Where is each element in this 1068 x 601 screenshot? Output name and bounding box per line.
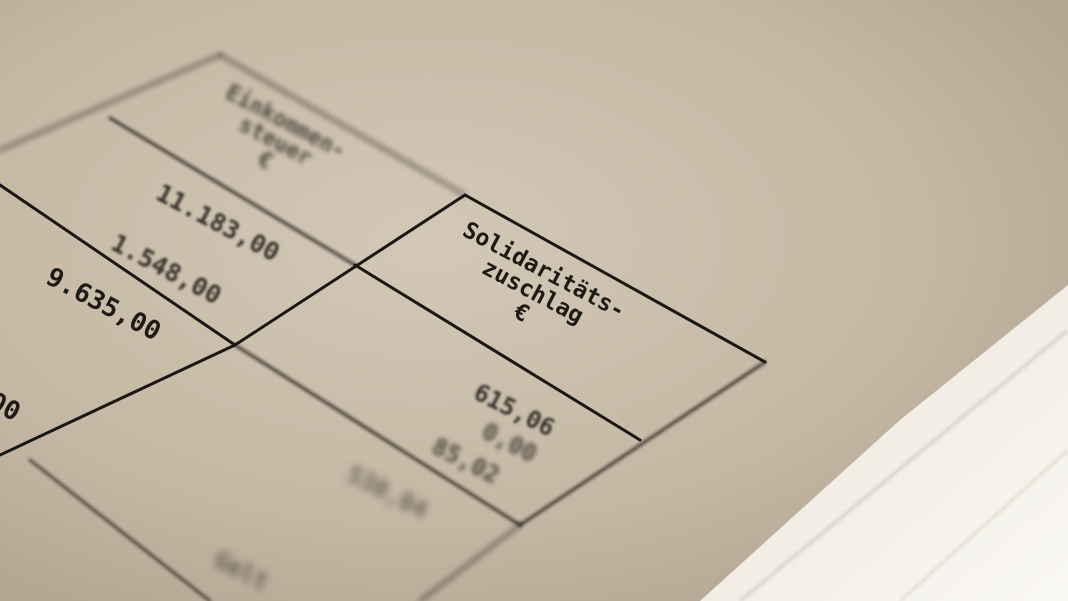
table-grid bbox=[0, 53, 767, 601]
page-stack-edge bbox=[700, 285, 1068, 601]
